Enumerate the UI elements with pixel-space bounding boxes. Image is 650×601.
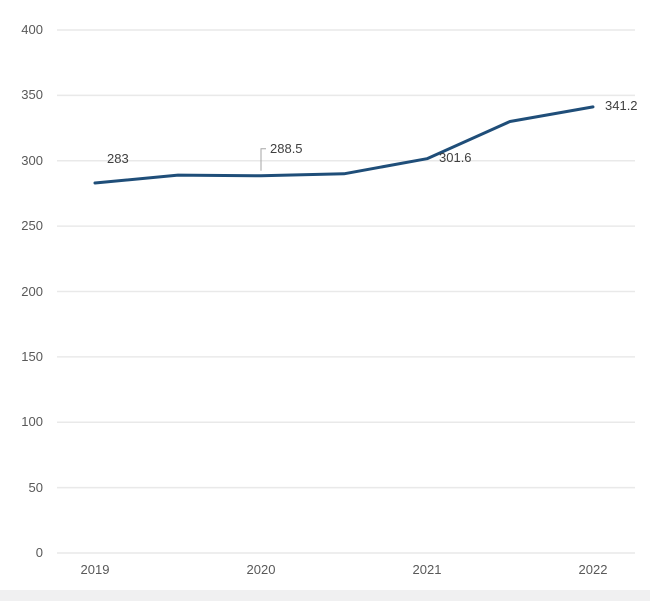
data-point-label: 341.2 xyxy=(605,97,638,113)
data-line xyxy=(93,105,595,185)
y-axis-tick-label: 250 xyxy=(21,218,43,234)
data-point-label: 288.5 xyxy=(270,140,303,156)
x-axis-tick-label: 2019 xyxy=(80,562,110,577)
y-axis-tick-label: 300 xyxy=(21,152,43,168)
data-point-label: 283 xyxy=(107,150,129,166)
x-axis-tick-label: 2021 xyxy=(412,562,442,577)
data-label-leader-line xyxy=(260,148,266,171)
bottom-strip xyxy=(0,590,650,601)
y-axis-tick-label: 200 xyxy=(21,283,43,299)
x-axis-tick-label: 2022 xyxy=(578,562,608,577)
y-axis-tick-label: 0 xyxy=(35,545,43,560)
y-axis-tick-label: 400 xyxy=(21,22,43,37)
y-axis-tick-label: 350 xyxy=(21,87,43,103)
y-axis-tick-label: 150 xyxy=(21,348,43,364)
y-axis-tick-label: 100 xyxy=(21,414,43,430)
data-point-label: 301.6 xyxy=(439,149,472,165)
x-axis-tick-label: 2020 xyxy=(246,562,276,577)
y-axis-tick-label: 50 xyxy=(28,479,43,495)
